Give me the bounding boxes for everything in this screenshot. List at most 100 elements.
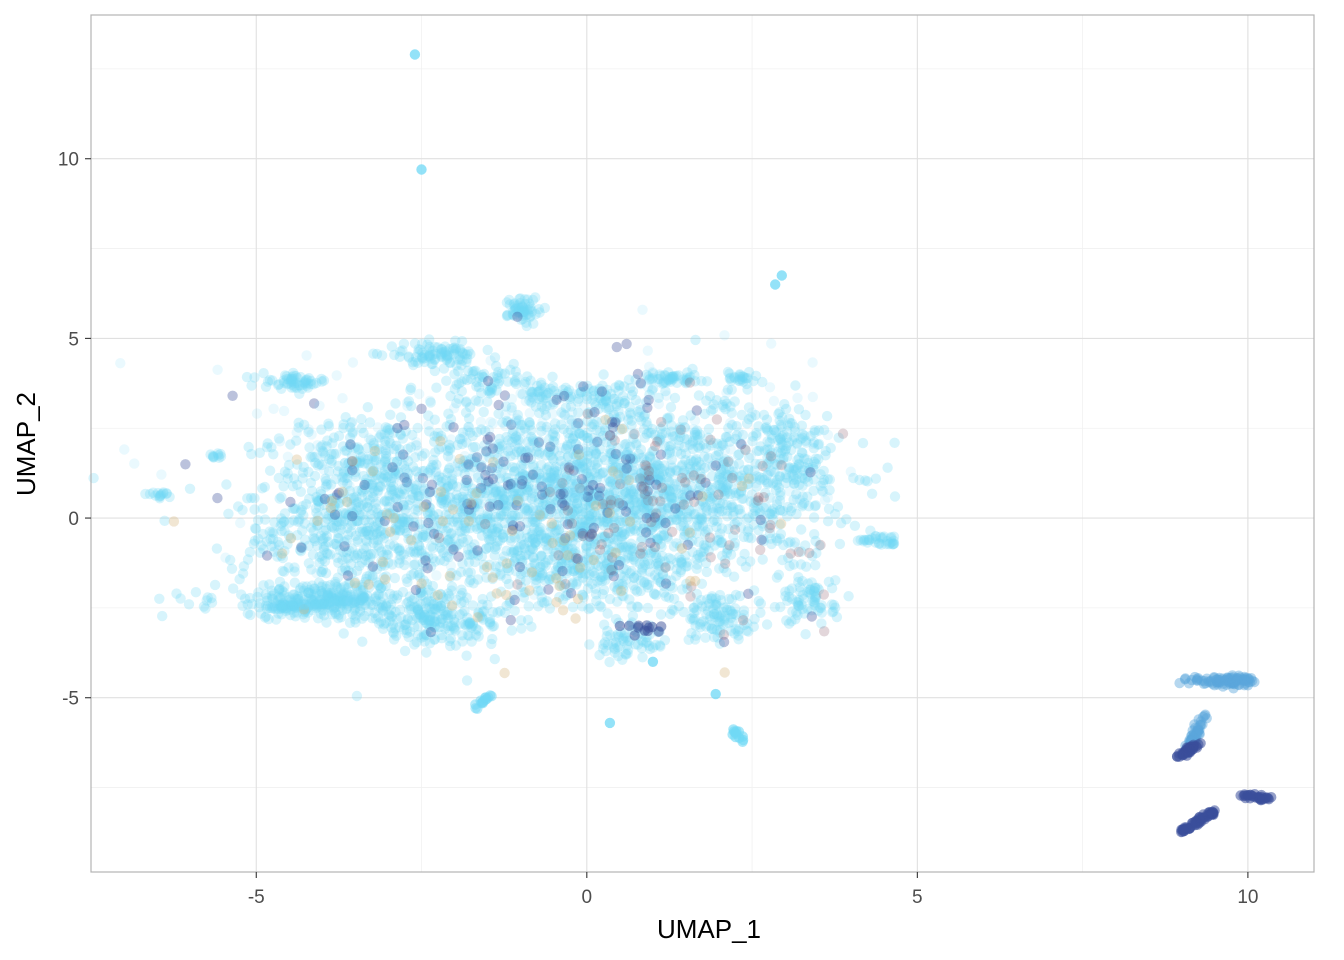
data-point xyxy=(531,483,542,495)
data-point xyxy=(758,409,770,421)
data-point xyxy=(505,514,516,525)
data-point xyxy=(328,593,340,604)
data-point xyxy=(456,584,467,595)
data-point xyxy=(644,566,655,577)
data-point xyxy=(461,461,472,473)
data-point xyxy=(440,497,451,508)
data-point xyxy=(736,480,748,492)
data-point xyxy=(511,483,523,494)
data-point xyxy=(489,503,500,514)
data-point xyxy=(445,444,456,455)
data-point xyxy=(436,476,447,488)
data-point xyxy=(745,450,757,461)
data-point xyxy=(407,483,419,494)
data-point xyxy=(503,442,515,453)
data-point xyxy=(648,474,660,485)
data-point xyxy=(469,487,481,498)
data-point xyxy=(206,592,217,604)
data-point xyxy=(518,459,529,471)
data-point xyxy=(656,416,667,428)
data-point xyxy=(552,475,563,486)
data-point xyxy=(274,493,285,504)
data-point xyxy=(454,461,465,472)
data-point xyxy=(543,484,554,495)
data-point xyxy=(528,460,539,471)
data-point xyxy=(406,400,417,412)
data-point xyxy=(300,374,312,386)
data-point xyxy=(409,520,421,532)
data-point xyxy=(578,455,590,467)
data-point xyxy=(786,616,797,627)
data-point xyxy=(653,515,665,526)
data-point xyxy=(426,479,438,490)
data-point xyxy=(639,489,650,501)
data-point xyxy=(309,470,321,482)
data-point xyxy=(559,460,571,471)
data-point xyxy=(621,410,632,421)
data-point xyxy=(435,603,447,614)
data-point xyxy=(315,530,326,541)
data-point xyxy=(462,493,473,504)
data-points xyxy=(88,49,1277,838)
data-point xyxy=(581,522,592,534)
data-point xyxy=(411,533,423,544)
data-point xyxy=(374,516,386,527)
data-point xyxy=(540,487,551,498)
data-point xyxy=(585,515,596,526)
data-point xyxy=(461,349,473,360)
data-point xyxy=(591,475,602,486)
data-point xyxy=(608,408,619,419)
data-point xyxy=(411,480,422,491)
data-point xyxy=(587,418,598,430)
data-point xyxy=(606,564,617,576)
data-point xyxy=(544,477,555,488)
data-point xyxy=(500,472,512,483)
data-point xyxy=(246,448,257,460)
data-point xyxy=(713,489,724,500)
data-point xyxy=(613,467,624,479)
data-point xyxy=(371,528,382,540)
data-point xyxy=(578,430,589,441)
data-point xyxy=(485,534,497,545)
data-point xyxy=(398,516,410,527)
data-point xyxy=(645,548,656,559)
data-point xyxy=(694,473,705,484)
data-point xyxy=(698,521,709,532)
data-point xyxy=(519,423,531,434)
data-point xyxy=(635,476,646,487)
data-point xyxy=(358,427,369,439)
data-point xyxy=(550,540,561,551)
data-point xyxy=(577,530,589,542)
data-point xyxy=(822,516,834,527)
data-point xyxy=(487,573,498,585)
data-point xyxy=(409,483,421,494)
data-point xyxy=(527,469,538,481)
data-point xyxy=(356,413,367,425)
data-point xyxy=(556,579,567,590)
data-point xyxy=(460,525,471,536)
data-point xyxy=(645,491,656,502)
data-point xyxy=(332,532,344,544)
data-point xyxy=(425,526,436,537)
data-point xyxy=(550,424,561,435)
data-point xyxy=(441,421,452,432)
data-point xyxy=(345,438,356,450)
data-point xyxy=(321,617,332,628)
data-point xyxy=(446,600,458,611)
data-point xyxy=(367,478,378,489)
data-point xyxy=(403,468,414,479)
data-point xyxy=(833,432,844,443)
data-point xyxy=(389,530,400,541)
data-point xyxy=(622,640,633,651)
data-point xyxy=(350,530,361,541)
data-point xyxy=(492,523,503,535)
data-point xyxy=(129,458,140,469)
data-point xyxy=(685,591,696,602)
data-point xyxy=(596,386,608,397)
data-point xyxy=(523,481,534,493)
data-point xyxy=(369,455,380,466)
data-point xyxy=(634,474,645,485)
data-point xyxy=(606,448,617,459)
data-point xyxy=(582,450,593,461)
data-point xyxy=(535,510,546,522)
